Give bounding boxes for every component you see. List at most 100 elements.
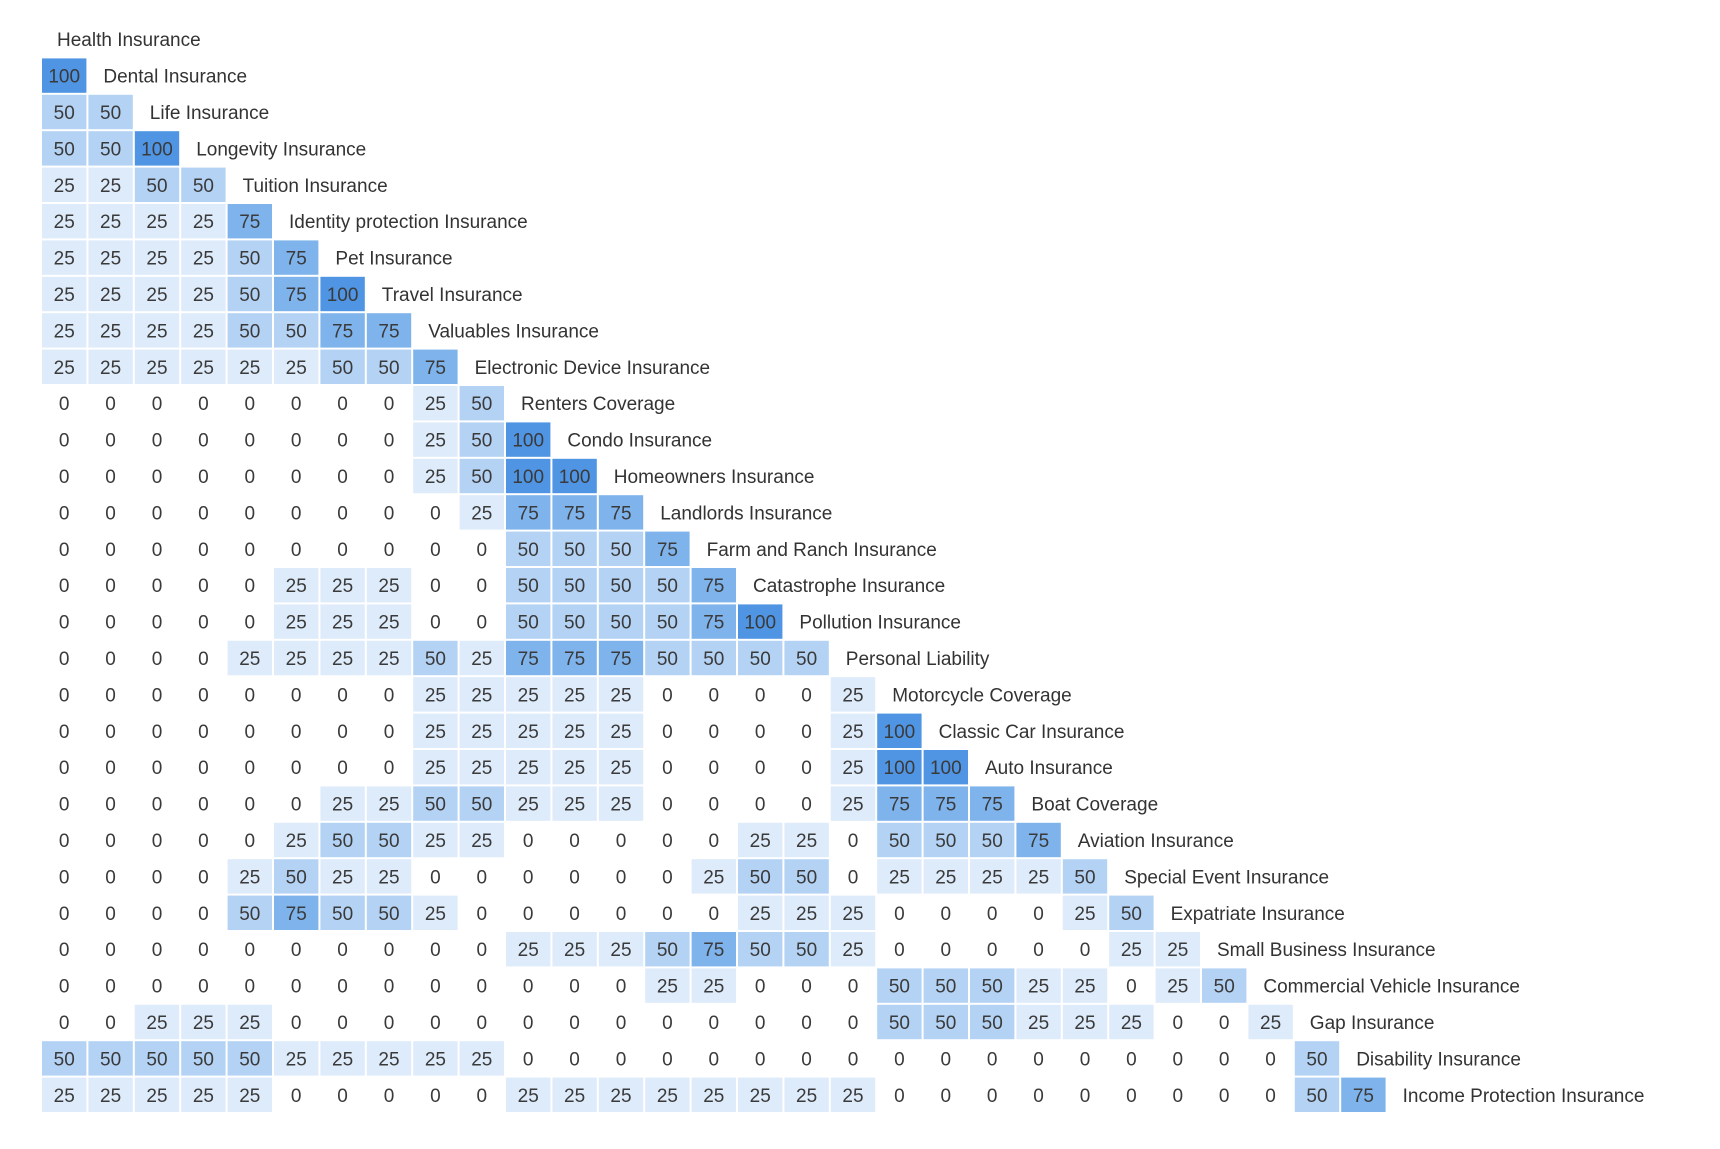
heatmap-cell	[506, 604, 551, 639]
heatmap-cell	[320, 568, 365, 603]
cell-value-label: 0	[662, 758, 673, 779]
cell-value-label: 25	[193, 212, 214, 233]
heatmap-cell	[413, 458, 458, 494]
row-label: Landlords Insurance	[660, 503, 832, 524]
cell-value-label: 0	[152, 795, 163, 816]
heatmap-cell	[459, 932, 504, 967]
cell-value-label: 0	[198, 722, 209, 743]
cell-value-label: 50	[935, 1013, 956, 1034]
cell-value-label: 0	[430, 977, 441, 998]
cell-value-label: 0	[59, 940, 70, 961]
heatmap-cell	[459, 1041, 504, 1076]
cell-value-label: 0	[59, 649, 70, 670]
heatmap-row: 0 0 25 25 25 0 0 0 0 0 0 0 0 0 0 0 0 0 50 50 50 25 25 25 0 0 25 Gap…	[42, 1004, 1434, 1040]
heatmap-cell	[970, 859, 1015, 894]
heatmap-cell	[134, 859, 180, 894]
row-label: Income Protection Insurance	[1403, 1086, 1645, 1107]
cell-value-label: 25	[935, 867, 956, 888]
cell-value-label: 0	[59, 795, 70, 816]
cell-value-label: 0	[1033, 940, 1044, 961]
heatmap-cell	[923, 1041, 968, 1076]
cell-value-label: 50	[518, 540, 539, 561]
heatmap-cell	[1109, 932, 1154, 967]
heatmap-cell	[506, 1077, 551, 1112]
heatmap-cell	[784, 932, 829, 967]
heatmap-cell	[134, 640, 180, 676]
heatmap-cell	[134, 750, 180, 785]
heatmap-cell	[1155, 1077, 1200, 1112]
cell-value-label: 0	[59, 831, 70, 852]
heatmap-cell	[88, 313, 133, 348]
heatmap-cell	[1202, 1004, 1247, 1040]
heatmap-cell	[227, 1041, 272, 1076]
heatmap-cell	[88, 604, 133, 639]
cell-value-label: 0	[198, 649, 209, 670]
cell-value-label: 50	[1074, 867, 1095, 888]
cell-value-label: 0	[848, 1049, 859, 1070]
cell-value-label: 25	[564, 1086, 585, 1107]
heatmap-cell	[181, 859, 226, 894]
cell-value-label: 0	[894, 904, 905, 925]
cell-value-label: 0	[709, 904, 720, 925]
heatmap-cell	[970, 1004, 1015, 1040]
row-label: Longevity Insurance	[196, 139, 366, 160]
heatmap-cell	[88, 713, 133, 748]
cell-value-label: 50	[239, 321, 260, 342]
cell-value-label: 0	[755, 1013, 766, 1034]
heatmap-cell	[274, 568, 319, 603]
heatmap-cell	[1109, 1004, 1154, 1040]
cell-value-label: 25	[750, 1086, 771, 1107]
cell-value-label: 25	[146, 249, 167, 270]
cell-value-label: 0	[337, 503, 348, 524]
heatmap-row: 25 25 25 25 25 0 0 0 0 0 25 25 25 25 25 25 25 25 0 0 0 0 0 0 0 0 0…	[42, 1077, 1645, 1112]
cell-value-label: 0	[384, 685, 395, 706]
heatmap-cell	[691, 786, 736, 821]
heatmap-cell	[42, 786, 87, 821]
cell-value-label: 50	[54, 103, 75, 124]
cell-value-label: 25	[703, 977, 724, 998]
cell-value-label: 50	[239, 1049, 260, 1070]
heatmap-cell	[691, 895, 736, 930]
heatmap-cell	[970, 895, 1015, 930]
cell-value-label: 25	[842, 795, 863, 816]
heatmap-cell	[413, 531, 458, 566]
cell-value-label: 25	[193, 1013, 214, 1034]
heatmap-cell	[413, 713, 458, 748]
heatmap-cell	[88, 677, 133, 712]
cell-value-label: 0	[709, 1013, 720, 1034]
heatmap-cell	[134, 131, 180, 166]
cell-value-label: 50	[657, 613, 678, 634]
cell-value-label: 0	[848, 831, 859, 852]
heatmap-cell	[598, 677, 644, 712]
heatmap-cell	[506, 859, 551, 894]
cell-value-label: 25	[332, 576, 353, 597]
heatmap-cell	[88, 131, 133, 166]
heatmap-cell	[552, 604, 597, 639]
cell-value-label: 25	[842, 904, 863, 925]
cell-value-label: 50	[750, 940, 771, 961]
cell-value-label: 0	[801, 722, 812, 743]
cell-value-label: 0	[430, 940, 441, 961]
heatmap-cell	[88, 386, 133, 421]
cell-value-label: 25	[286, 1049, 307, 1070]
heatmap-cell	[227, 1004, 272, 1040]
cell-value-label: 0	[59, 758, 70, 779]
cell-value-label: 0	[59, 540, 70, 561]
cell-value-label: 0	[384, 722, 395, 743]
cell-value-label: 0	[291, 795, 302, 816]
cell-value-label: 0	[1173, 1086, 1184, 1107]
heatmap-cell	[42, 204, 87, 239]
cell-value-label: 0	[198, 467, 209, 488]
heatmap-cell	[830, 750, 876, 785]
heatmap-cell	[88, 422, 133, 457]
cell-value-label: 25	[54, 358, 75, 379]
heatmap-cell	[691, 568, 736, 603]
cell-value-label: 0	[1265, 1049, 1276, 1070]
cell-value-label: 25	[610, 795, 631, 816]
cell-value-label: 0	[477, 576, 488, 597]
cell-value-label: 50	[100, 139, 121, 160]
cell-value-label: 0	[709, 831, 720, 852]
cell-value-label: 0	[245, 431, 256, 452]
heatmap-cell	[645, 895, 690, 930]
heatmap-cell	[1155, 968, 1200, 1003]
